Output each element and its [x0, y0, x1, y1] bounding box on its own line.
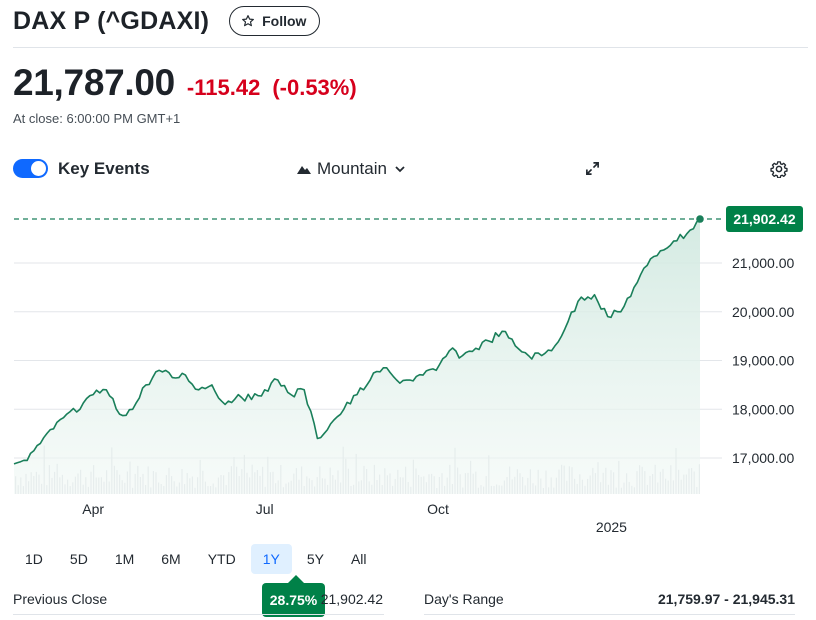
star-icon	[242, 15, 255, 27]
range-5y[interactable]: 5Y	[306, 551, 324, 567]
price-area	[14, 219, 700, 494]
mountain-icon	[297, 166, 311, 174]
x-tick-label: Oct	[427, 501, 449, 517]
last-value-label: 21,902.42	[726, 206, 803, 233]
price-line	[13, 218, 701, 465]
stat-divider	[424, 614, 795, 615]
price-chart[interactable]: 21,902.42 17,000.00 18,000.00 19,000.00 20,…	[0, 196, 816, 546]
x-axis-ticks: Apr Jul Oct 2025	[82, 501, 627, 535]
range-ytd[interactable]: YTD	[207, 551, 236, 567]
ticker-title: DAX P (^GDAXI)	[13, 6, 210, 35]
range-5d[interactable]: 5D	[69, 551, 88, 567]
last-value-text: 21,902.42	[733, 211, 795, 227]
range-1m[interactable]: 1M	[114, 551, 135, 567]
quote-header: DAX P (^GDAXI) Follow	[13, 4, 321, 38]
previous-close-value: 21,902.42	[320, 591, 383, 607]
previous-close-label: Previous Close	[13, 591, 108, 607]
last-price: 21,787.00	[13, 62, 175, 103]
chart-toolbar: Key Events Mountain	[13, 155, 808, 183]
toggle-knob	[31, 161, 46, 176]
range-1y[interactable]: 1Y	[250, 544, 292, 574]
y-tick-label: 20,000.00	[732, 304, 794, 320]
key-events-label: Key Events	[58, 159, 150, 178]
chevron-down-icon	[395, 165, 405, 172]
header-divider	[13, 47, 808, 48]
y-tick-label: 17,000.00	[732, 450, 794, 466]
range-all[interactable]: All	[350, 551, 367, 567]
x-tick-label: 2025	[596, 519, 627, 535]
range-6m[interactable]: 6M	[161, 551, 181, 567]
y-tick-label: 21,000.00	[732, 255, 794, 271]
follow-button[interactable]: Follow	[229, 6, 321, 36]
y-tick-label: 18,000.00	[732, 401, 794, 417]
key-events-toggle[interactable]	[13, 159, 48, 178]
range-selector: 1D 5D 1M 6M YTD 1Y 5Y All	[13, 544, 382, 574]
price-change-percent: (-0.53%)	[272, 75, 357, 100]
x-tick-label: Apr	[82, 501, 104, 517]
stat-divider	[13, 614, 384, 615]
gear-icon[interactable]	[770, 160, 788, 178]
price-change: -115.42	[186, 75, 261, 100]
price-row: 21,787.00 -115.42 (-0.53%)	[13, 62, 357, 104]
days-range-label: Day's Range	[424, 591, 504, 607]
chart-type-dropdown[interactable]: Mountain	[297, 159, 405, 179]
x-tick-label: Jul	[256, 501, 274, 517]
y-axis-ticks: 17,000.00 18,000.00 19,000.00 20,000.00 21,0…	[732, 255, 794, 466]
follow-label: Follow	[262, 13, 307, 29]
expand-icon[interactable]	[585, 161, 600, 176]
last-value-dot	[696, 215, 704, 223]
y-tick-label: 19,000.00	[732, 353, 794, 369]
last-value-box	[726, 206, 803, 233]
badge-pointer	[288, 575, 304, 583]
days-range-value: 21,759.97 - 21,945.31	[657, 591, 795, 607]
chart-type-label: Mountain	[317, 159, 387, 178]
range-1d[interactable]: 1D	[25, 551, 43, 567]
close-time: At close: 6:00:00 PM GMT+1	[13, 111, 181, 126]
period-change-badge: 28.75%	[262, 583, 325, 617]
